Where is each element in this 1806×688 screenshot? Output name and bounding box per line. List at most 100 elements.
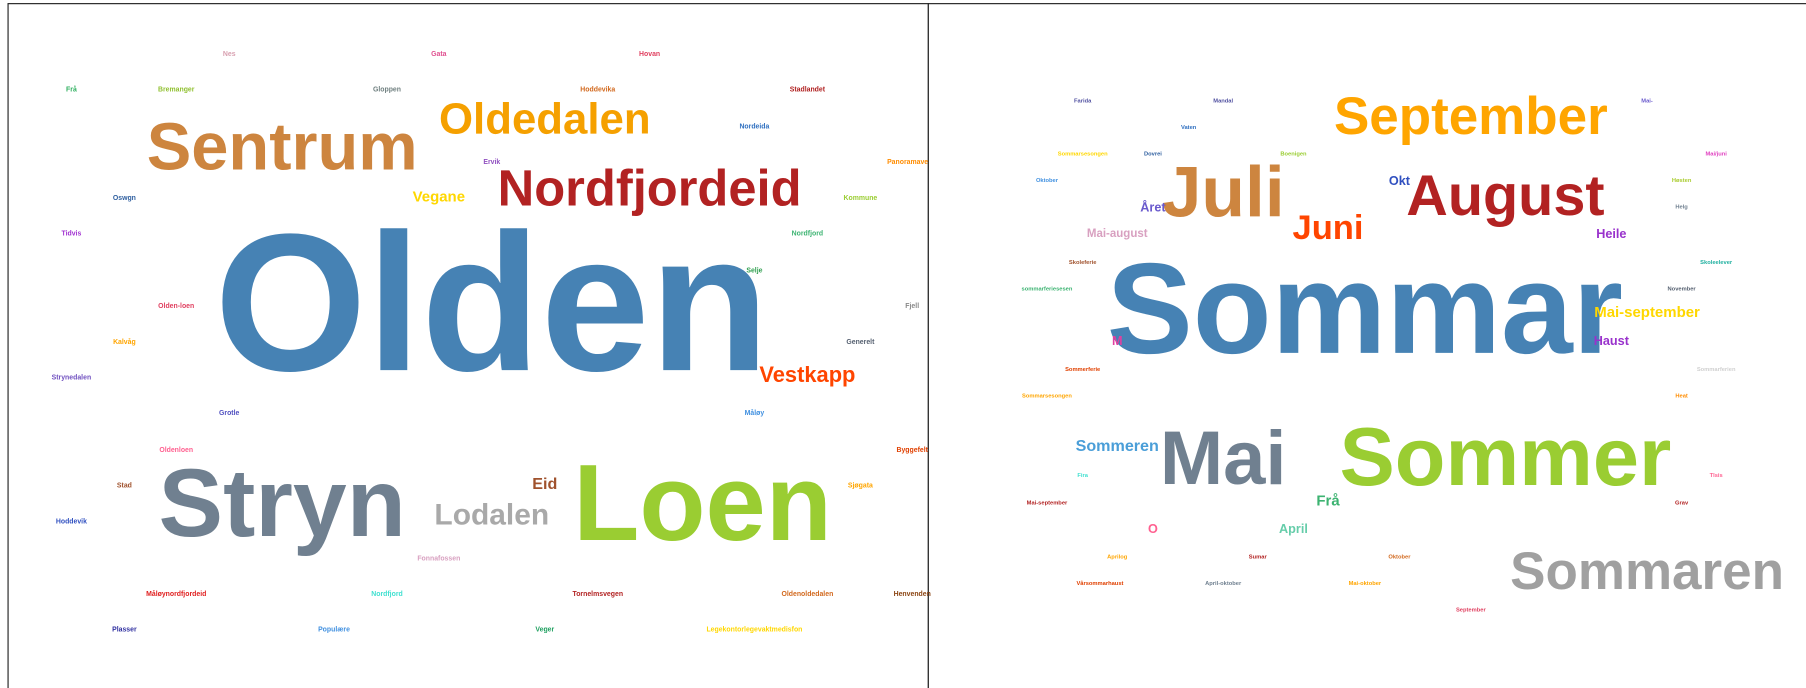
word: Sommer	[1340, 410, 1672, 503]
word: August	[1406, 164, 1604, 228]
word: Sumar	[1249, 555, 1268, 561]
word: Stadlandet	[790, 87, 826, 94]
word: Veger	[535, 627, 554, 634]
word: Tlsis	[1710, 473, 1723, 479]
word: Nordeida	[739, 123, 769, 130]
word: Panoramave	[887, 159, 928, 166]
word: Tidvis	[61, 231, 81, 238]
word: Okt	[1389, 174, 1411, 188]
word: Farida	[1074, 99, 1092, 105]
word: Sommaren	[1510, 542, 1784, 601]
word: Dovrei	[1144, 152, 1162, 158]
word: Oswgn	[113, 195, 136, 202]
word: Nordfjord	[792, 231, 823, 238]
word: Vegane	[413, 189, 465, 206]
word: Sommarsesongen	[1058, 152, 1108, 158]
word: Måløynordfjordeid	[146, 590, 206, 598]
word: Strynedalen	[52, 374, 92, 381]
word: Måløy	[745, 409, 765, 417]
word: Hoddevika	[580, 87, 615, 94]
word: Henvenden	[894, 591, 931, 598]
word: Mandal	[1213, 99, 1233, 105]
word: Mai-oktober	[1349, 581, 1382, 587]
word: Skoleferie	[1069, 260, 1097, 266]
word: Nes	[223, 51, 236, 58]
word: Plasser	[112, 627, 137, 634]
word: Mai-	[1641, 99, 1653, 105]
word: Heat	[1675, 393, 1688, 399]
word-cloud: Nes Gata Hovan Frå Bremanger Gloppen Hoddevika…	[52, 51, 931, 634]
word: Loen	[573, 442, 832, 563]
word: Fira	[1077, 473, 1088, 479]
word: Lodalen	[434, 499, 549, 532]
word: Gloppen	[373, 87, 401, 94]
word: Mai-september	[1027, 501, 1068, 507]
word: Gata	[431, 51, 447, 58]
word: Sommerferie	[1065, 367, 1100, 373]
word: Olden-loen	[158, 303, 194, 310]
word: Oldedalen	[439, 94, 651, 143]
word: Frå	[66, 86, 77, 94]
word: Juni	[1292, 209, 1363, 247]
word: Populære	[318, 627, 350, 634]
word: November	[1668, 286, 1697, 292]
word: Sjøgata	[848, 483, 873, 490]
word: September	[1334, 87, 1608, 146]
word: Stryn	[159, 448, 406, 557]
word: Olden	[214, 194, 769, 412]
word: Sommar	[1107, 237, 1623, 381]
word: Sentrum	[147, 111, 418, 185]
word: Sommeren	[1076, 437, 1159, 455]
word: Sommarsesongen	[1022, 393, 1072, 399]
word: September	[1456, 608, 1486, 614]
word: Mai/juni	[1705, 152, 1727, 158]
word: Helg	[1675, 205, 1688, 211]
word: Byggefelt	[896, 447, 928, 454]
word: Ervik	[483, 159, 500, 166]
word: Mai-september	[1594, 304, 1700, 321]
right-panel	[927, 3, 1806, 688]
word: Selje	[746, 267, 762, 274]
word: Vårsommarhaust	[1076, 580, 1123, 587]
word: Mai	[1160, 416, 1287, 501]
word: Kommune	[843, 195, 877, 202]
word: Kalvåg	[113, 338, 136, 346]
word: Sommarferien	[1697, 367, 1736, 373]
word: Juli	[1162, 153, 1285, 233]
word: Grav	[1675, 501, 1689, 507]
word: Tornelmsvegen	[573, 591, 624, 598]
word: Legekontorlegevaktmedisfon	[706, 627, 802, 634]
word: Året	[1140, 200, 1166, 215]
word: Oktober	[1388, 555, 1411, 561]
word: Generelt	[846, 339, 875, 346]
word: April-oktober	[1205, 581, 1242, 587]
word: Boenigen	[1280, 152, 1307, 158]
left-panel	[7, 3, 929, 688]
word: Hoddevik	[56, 518, 87, 525]
word: Hovan	[639, 51, 660, 58]
word: Haust	[1594, 334, 1630, 348]
word: Grotle	[219, 410, 239, 417]
word: Bremanger	[158, 87, 195, 94]
word: sommarferiesesen	[1022, 286, 1073, 292]
word: Fjell	[905, 303, 919, 310]
word: Høsten	[1672, 178, 1692, 184]
word: Frå	[1316, 493, 1340, 510]
word-cloud: Farida Mandal Mai- September Vaten Sommarseso…	[1022, 87, 1784, 614]
word: M	[1112, 334, 1123, 348]
word: Fonnafossen	[417, 555, 460, 562]
word: Heile	[1596, 227, 1626, 241]
word: Vestkapp	[759, 362, 855, 387]
word: O	[1148, 522, 1158, 536]
word: Mai-august	[1087, 228, 1148, 240]
word: Stad	[117, 483, 132, 490]
word: Oldenloen	[159, 447, 193, 454]
word: Skoleelever	[1700, 260, 1733, 266]
word: Oktober	[1036, 178, 1059, 184]
word: Aprilog	[1107, 555, 1128, 561]
word: Nordfjordeid	[498, 159, 802, 216]
word: Eid	[532, 475, 557, 493]
word: Vaten	[1181, 125, 1197, 131]
word: April	[1279, 522, 1308, 536]
